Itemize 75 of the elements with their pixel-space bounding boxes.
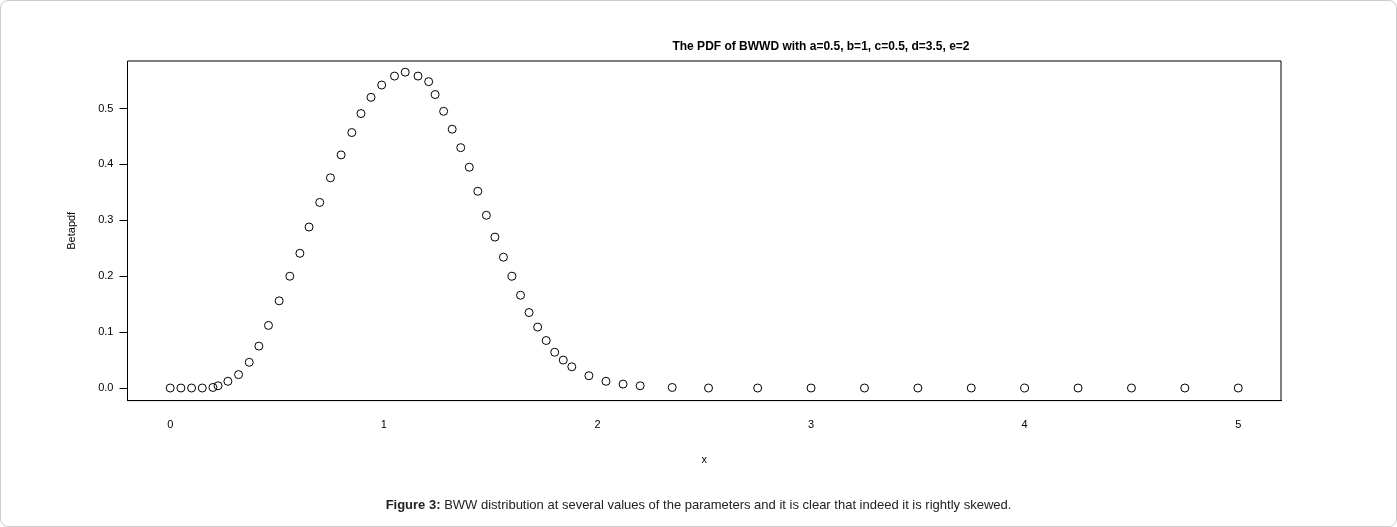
point xyxy=(667,382,677,392)
y-tick-label: 0.2 xyxy=(98,269,114,282)
point xyxy=(274,296,284,306)
x-tick-label: 0 xyxy=(167,418,174,431)
point xyxy=(366,92,376,102)
point xyxy=(618,379,628,389)
point xyxy=(490,232,500,242)
point xyxy=(413,71,423,81)
point xyxy=(507,271,517,281)
point xyxy=(806,383,816,393)
point xyxy=(473,186,483,196)
point xyxy=(304,222,314,232)
point xyxy=(263,320,273,330)
point xyxy=(584,371,594,381)
point xyxy=(187,383,197,393)
x-tick-label: 1 xyxy=(380,418,387,431)
point xyxy=(1233,383,1243,393)
point xyxy=(356,109,366,119)
point xyxy=(315,197,325,207)
point xyxy=(377,80,387,90)
point xyxy=(430,90,440,100)
point xyxy=(447,124,457,134)
x-tick-label: 5 xyxy=(1235,418,1242,431)
point xyxy=(439,106,449,116)
point xyxy=(1180,383,1190,393)
x-tick-label: 3 xyxy=(807,418,815,431)
y-tick-label: 0.0 xyxy=(98,381,114,394)
point xyxy=(325,173,335,183)
x-tick-label: 4 xyxy=(1021,418,1028,431)
point xyxy=(390,71,400,81)
point xyxy=(635,381,645,391)
point xyxy=(223,376,233,386)
y-tick-label: 0.3 xyxy=(98,213,114,226)
point xyxy=(541,336,551,346)
point xyxy=(336,150,346,160)
point xyxy=(1073,383,1083,393)
point xyxy=(704,383,714,393)
point xyxy=(208,382,218,392)
point xyxy=(498,252,508,262)
point xyxy=(913,383,923,393)
point xyxy=(1126,383,1136,393)
point xyxy=(1020,383,1030,393)
point xyxy=(516,290,526,300)
caption: Figure 3: BWW distribution at several values of the parameters and it is clear that indeed it is rightly skewed. xyxy=(384,497,1013,512)
point xyxy=(533,322,543,332)
point xyxy=(456,143,466,153)
point xyxy=(753,383,763,393)
y-tick-label: 0.1 xyxy=(98,325,114,338)
point xyxy=(244,357,254,367)
point xyxy=(347,128,357,138)
point xyxy=(176,383,186,393)
point xyxy=(966,383,976,393)
point xyxy=(165,383,175,393)
point xyxy=(400,67,410,77)
point xyxy=(567,362,577,372)
y-tick-label: 0.4 xyxy=(98,157,114,170)
y-axis-title: Betapdf xyxy=(64,210,77,250)
x-axis-title: x xyxy=(701,453,708,466)
x-tick-label: 2 xyxy=(594,418,601,431)
chart-title: The PDF of BWWD with a=0.5, b=1, c=0.5, d=3.5, e=2 xyxy=(671,39,971,53)
point xyxy=(254,341,264,351)
point xyxy=(859,383,869,393)
point xyxy=(197,383,207,393)
point xyxy=(234,370,244,380)
point xyxy=(550,347,560,357)
point xyxy=(524,308,534,318)
point xyxy=(464,162,474,172)
point xyxy=(295,248,305,258)
point xyxy=(285,271,295,281)
y-tick-label: 0.5 xyxy=(98,101,114,114)
point xyxy=(424,77,434,87)
point xyxy=(481,210,491,220)
point xyxy=(558,355,568,365)
point xyxy=(601,376,611,386)
point xyxy=(213,381,223,391)
